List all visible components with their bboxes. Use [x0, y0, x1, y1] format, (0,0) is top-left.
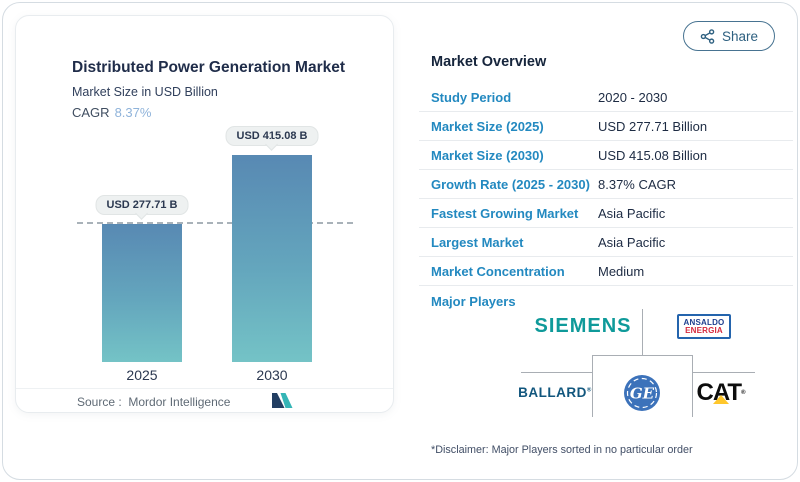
overview-title: Market Overview	[431, 54, 547, 70]
ansaldo-text: ANSALDO	[683, 317, 725, 327]
connector-line-vertical	[642, 309, 643, 355]
table-row-market-size-2030: Market Size (2030) USD 415.08 Billion	[419, 141, 793, 170]
row-label: Market Concentration	[431, 263, 565, 279]
table-row-growth-rate: Growth Rate (2025 - 2030) 8.37% CAGR	[419, 170, 793, 199]
value-label-2025: USD 277.71 B	[95, 195, 189, 215]
row-value: 2020 - 2030	[598, 89, 668, 105]
major-players-label: Major Players	[431, 294, 516, 309]
bar-chart: USD 277.71 B USD 415.08 B	[16, 126, 395, 362]
ansaldo-energia-logo-inner: ANSALDO ENERGIA	[679, 316, 729, 337]
connector-line-left	[521, 372, 592, 373]
row-value: 8.37% CAGR	[598, 176, 677, 192]
row-value: Asia Pacific	[598, 234, 666, 250]
ge-monogram-text: GE	[630, 385, 655, 403]
x-axis-label-2030: 2030	[256, 367, 288, 383]
source-value: Mordor Intelligence	[128, 395, 231, 409]
major-players-diagram: SIEMENS ANSALDO ENERGIA BALLARD® GE CAT®	[413, 285, 795, 430]
ballard-logo: BALLARD®	[505, 385, 605, 400]
reference-line	[77, 222, 353, 224]
row-label: Market Size (2030)	[431, 147, 544, 163]
row-label: Fastest Growing Market	[431, 205, 579, 221]
table-row-study-period: Study Period 2020 - 2030	[419, 83, 793, 112]
share-button[interactable]: Share	[682, 21, 775, 51]
connector-line-right	[693, 372, 755, 373]
chart-title: Distributed Power Generation Market	[72, 59, 346, 76]
source-attribution: Source : Mordor Intelligence	[77, 395, 230, 409]
table-row-market-concentration: Market Concentration Medium	[419, 257, 793, 286]
siemens-logo: SIEMENS	[534, 315, 632, 337]
share-icon	[700, 28, 715, 44]
cat-yellow-triangle-icon	[713, 395, 729, 404]
value-label-2030: USD 415.08 B	[225, 126, 319, 146]
table-row-market-size-2025: Market Size (2025) USD 277.71 Billion	[419, 112, 793, 141]
row-value: USD 277.71 Billion	[598, 118, 708, 134]
caterpillar-logo: CAT®	[691, 380, 751, 406]
bar-2030[interactable]	[232, 155, 312, 362]
bar-2025[interactable]	[102, 224, 182, 362]
market-overview-panel: Market Overview Study Period 2020 - 2030…	[413, 48, 795, 478]
table-row-largest-market: Largest Market Asia Pacific	[419, 228, 793, 257]
ballard-reg-mark: ®	[586, 387, 592, 394]
cagr-value: 8.37%	[114, 105, 152, 120]
ballard-text: BALLARD	[518, 385, 587, 400]
cagr-row: CAGR 8.37%	[72, 105, 151, 120]
row-value: USD 415.08 Billion	[598, 147, 708, 163]
table-row-fastest-growing-market: Fastest Growing Market Asia Pacific	[419, 199, 793, 228]
row-label: Market Size (2025)	[431, 118, 544, 134]
row-label: Study Period	[431, 89, 512, 105]
source-divider	[16, 388, 393, 389]
row-label: Largest Market	[431, 234, 524, 250]
source-label: Source :	[77, 395, 122, 409]
value-label-2030-text: USD 415.08 B	[236, 130, 308, 142]
row-label: Growth Rate (2025 - 2030)	[431, 176, 590, 192]
x-axis-label-2025: 2025	[126, 367, 158, 383]
value-label-2025-text: USD 277.71 B	[106, 199, 178, 211]
chart-subtitle: Market Size in USD Billion	[72, 85, 218, 99]
mordor-intelligence-logo-icon	[272, 393, 293, 408]
row-value: Asia Pacific	[598, 205, 666, 221]
market-chart-card: Distributed Power Generation Market Mark…	[15, 15, 394, 413]
ansaldo-energia-logo: ANSALDO ENERGIA	[677, 314, 731, 339]
overview-table: Study Period 2020 - 2030 Market Size (20…	[419, 83, 793, 286]
cagr-label: CAGR	[72, 105, 110, 120]
ge-logo: GE	[624, 375, 660, 411]
disclaimer-text: *Disclaimer: Major Players sorted in no …	[431, 444, 693, 456]
energia-text: ENERGIA	[685, 325, 723, 335]
share-button-label: Share	[721, 28, 758, 44]
row-value: Medium	[598, 263, 645, 279]
cat-reg-mark: ®	[741, 390, 746, 396]
